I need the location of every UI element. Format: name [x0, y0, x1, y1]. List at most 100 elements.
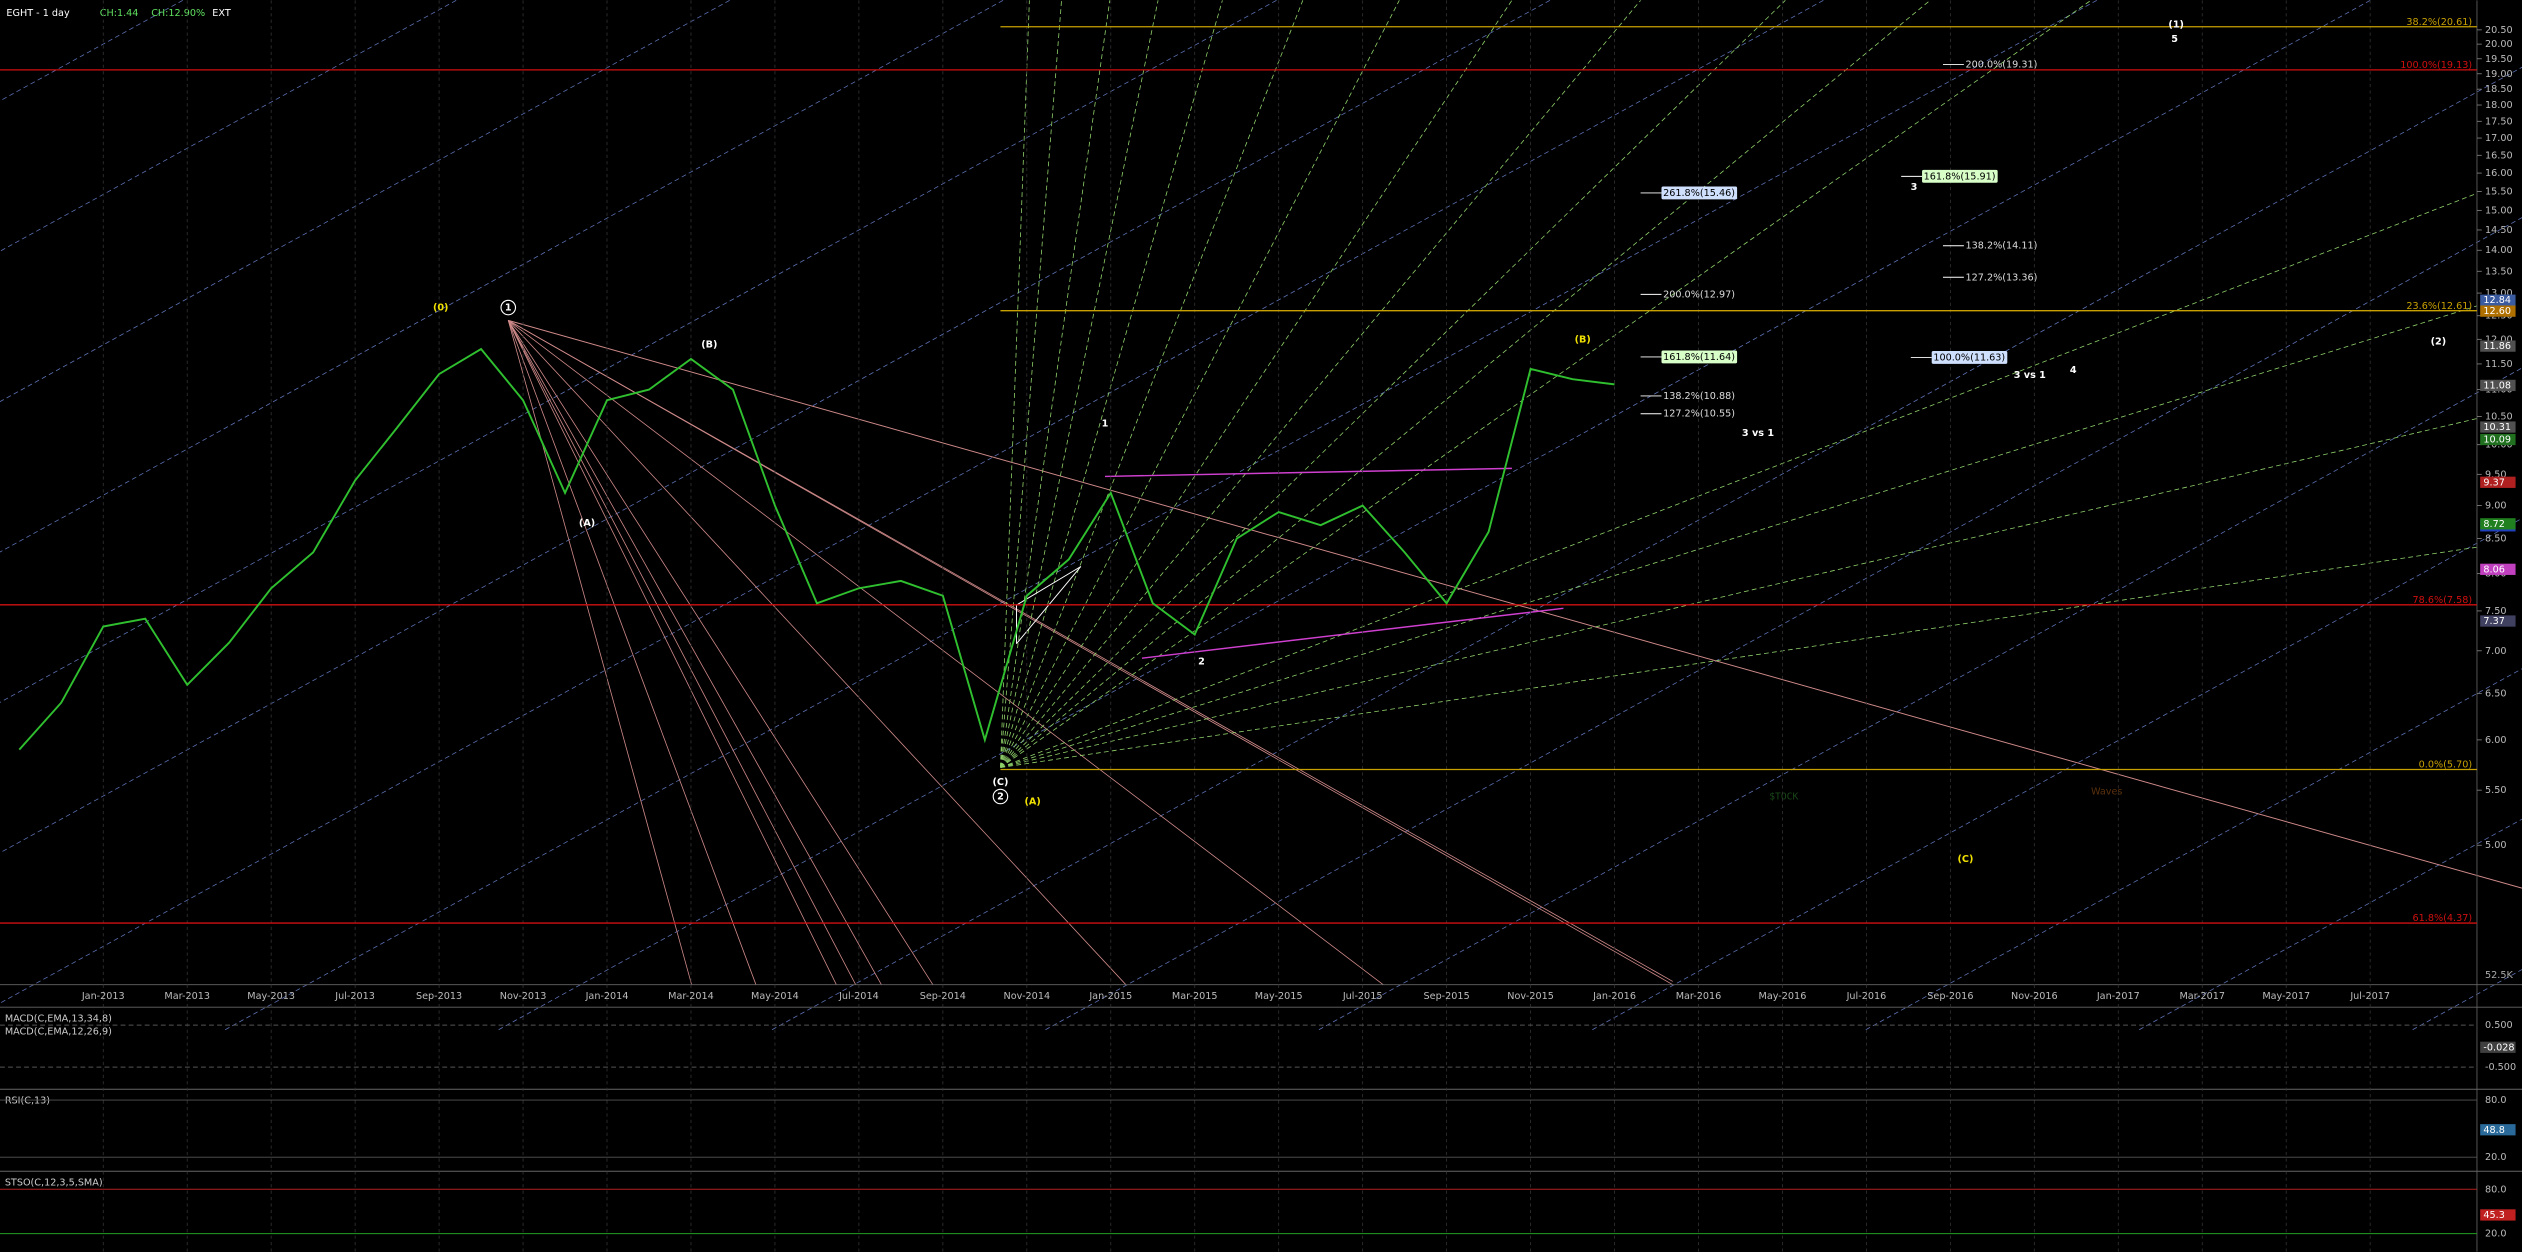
- trend-line: [507, 320, 837, 985]
- wave-label: 5: [2171, 34, 2178, 45]
- fan-line: [1000, 0, 1111, 768]
- price-box: [2480, 305, 2516, 317]
- price-box-label: 7.37: [2483, 616, 2504, 627]
- trend-line: [507, 320, 934, 985]
- panel-value-box: [2480, 1041, 2516, 1053]
- watermark-right: Waves: [2091, 787, 2122, 798]
- extension-label: 138.2%(14.11): [1965, 241, 2037, 252]
- x-tick-label: Sep-2015: [1424, 991, 1470, 1002]
- channel-line: [771, 66, 2522, 1031]
- fib-level-label: 0.0%(5.70): [2419, 760, 2472, 771]
- wave-label: (B): [701, 340, 717, 351]
- price-box: [2480, 433, 2516, 446]
- fib-level-label: 61.8%(4.37): [2413, 913, 2473, 924]
- channel-line: [498, 0, 2372, 1031]
- wave-label: (A): [1024, 796, 1040, 807]
- trend-line: [1016, 566, 1082, 606]
- change-pct: CH:12.90%: [151, 8, 205, 19]
- trend-line: [508, 320, 1673, 986]
- wave-label: (B): [1575, 335, 1591, 346]
- wave-label: 3 vs 1: [2014, 370, 2046, 381]
- change: CH:1.44: [100, 8, 139, 19]
- x-tick-label: Mar-2017: [2179, 991, 2225, 1002]
- fan-line: [1000, 0, 1030, 768]
- channel-line: [0, 0, 732, 403]
- panel-title: RSI(C,13): [5, 1095, 50, 1106]
- wave-label: (2): [2431, 336, 2447, 347]
- x-tick-label: Jul-2016: [1846, 991, 1887, 1002]
- y-tick-label: 12.00: [2485, 334, 2513, 345]
- extension-box: [1661, 350, 1738, 364]
- session: EXT: [212, 8, 231, 19]
- y-tick-label: 10.50: [2485, 411, 2513, 422]
- extension-label: 100.0%(11.63): [1933, 352, 2005, 363]
- y-tick-label: 15.50: [2485, 186, 2513, 197]
- fib-level-label: 23.6%(12.61): [2406, 301, 2472, 312]
- extension-label: 261.8%(15.46): [1663, 188, 1735, 199]
- x-tick-label: Mar-2014: [668, 991, 714, 1002]
- price-box: [2480, 476, 2516, 488]
- x-tick-label: May-2015: [1255, 991, 1303, 1002]
- y-tick-label: 15.00: [2485, 205, 2513, 216]
- y-tick-label: 17.50: [2485, 116, 2513, 127]
- extension-label: 127.2%(13.36): [1965, 272, 2037, 283]
- y-tick-label: 14.50: [2485, 225, 2513, 236]
- wave-label: 2: [1198, 656, 1205, 667]
- volume-label: 52.5K: [2485, 970, 2513, 981]
- fan-line: [1000, 0, 1223, 768]
- x-tick-label: Jan-2014: [585, 991, 629, 1002]
- y-tick-label: 19.50: [2485, 54, 2513, 65]
- x-tick-label: Nov-2016: [2011, 991, 2058, 1002]
- x-tick-label: Jan-2013: [81, 991, 125, 1002]
- price-box-label: 12.60: [2483, 306, 2511, 317]
- y-tick-label: 5.50: [2485, 785, 2506, 796]
- y-tick-label: 20.00: [2485, 39, 2513, 50]
- price-box: [2480, 421, 2516, 433]
- wave-label: 3: [1911, 182, 1918, 193]
- wave-label: (1): [2168, 19, 2184, 30]
- wave-circle: [992, 788, 1009, 805]
- fan-line: [1000, 0, 1304, 768]
- channel-line: [0, 0, 458, 252]
- y-tick-label: 6.00: [2485, 735, 2506, 746]
- channel-line: [0, 0, 1005, 553]
- y-tick-label: 9.00: [2485, 501, 2506, 512]
- x-tick-label: Mar-2013: [164, 991, 210, 1002]
- wave-label: (C): [1958, 854, 1974, 865]
- y-tick-label: 8.50: [2485, 534, 2506, 545]
- wave-label: (A): [579, 518, 595, 529]
- extension-box: [1922, 169, 1998, 183]
- panel-value-box: [2480, 1209, 2516, 1221]
- fan-line: [1000, 0, 1641, 768]
- fan-line: [1000, 0, 2092, 768]
- y-tick-label: 18.50: [2485, 84, 2513, 95]
- trend-line: [508, 320, 1673, 982]
- price-box: [2480, 563, 2516, 575]
- trend-line: [507, 320, 693, 985]
- x-tick-label: May-2014: [751, 991, 799, 1002]
- x-tick-label: Nov-2015: [1507, 991, 1554, 1002]
- x-tick-label: Sep-2014: [920, 991, 966, 1002]
- extension-label: 161.8%(11.64): [1663, 352, 1735, 363]
- channel-line: [0, 0, 1278, 703]
- y-tick-label: 5.00: [2485, 840, 2506, 851]
- wave-circle: [500, 299, 517, 316]
- price-box: [2480, 340, 2516, 352]
- extension-label: 138.2%(10.88): [1663, 391, 1735, 402]
- trend-line: [1141, 607, 1564, 659]
- x-tick-label: Mar-2016: [1676, 991, 1722, 1002]
- x-tick-label: Jul-2014: [838, 991, 879, 1002]
- wave-label: 3 vs 1: [1742, 428, 1774, 439]
- panel-tick-label: 80.0: [2485, 1184, 2506, 1195]
- trend-line: [1104, 467, 1512, 478]
- wave-label: (C): [992, 777, 1008, 788]
- x-tick-label: Nov-2014: [1004, 991, 1051, 1002]
- x-tick-label: Sep-2016: [1927, 991, 1973, 1002]
- fib-level-label: 78.6%(7.58): [2413, 595, 2473, 606]
- extension-label: 161.8%(15.91): [1924, 171, 1996, 182]
- price-box: [2480, 615, 2516, 627]
- y-tick-label: 10.00: [2485, 440, 2513, 451]
- price-box-label: 11.86: [2483, 341, 2511, 352]
- price-box: [2480, 518, 2516, 530]
